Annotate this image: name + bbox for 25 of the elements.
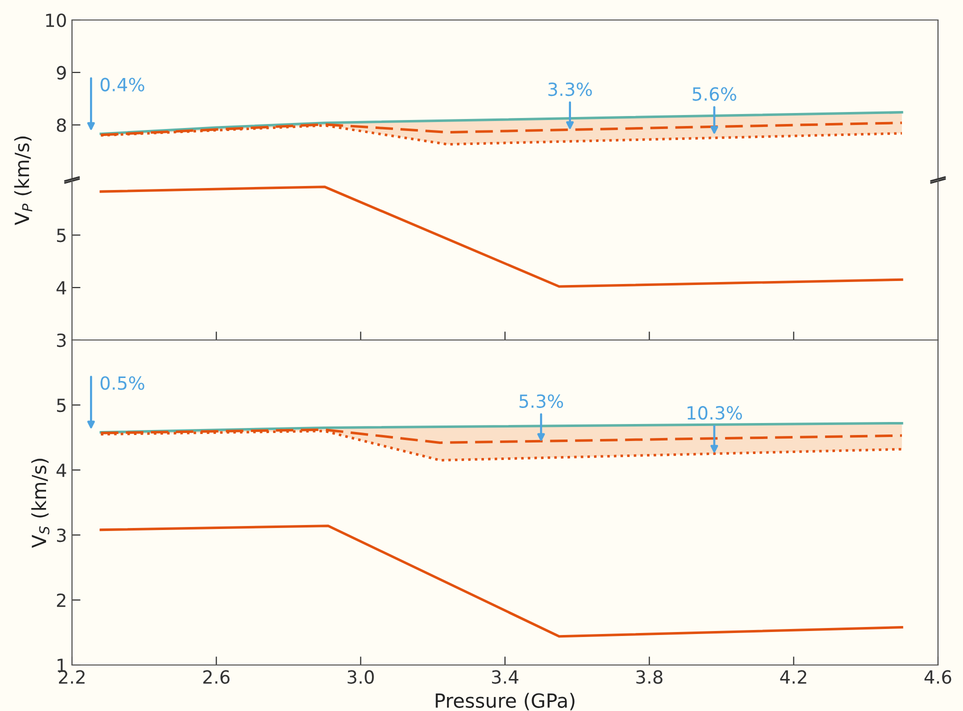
y-tick-label: 4 xyxy=(56,281,66,294)
annotation: 5.3% xyxy=(520,394,564,408)
y-tick-label: 8 xyxy=(56,118,66,132)
x-tick-label: 3.8 xyxy=(636,670,662,684)
annotation: 0.5% xyxy=(100,376,144,390)
y-tick-label: 5 xyxy=(57,228,66,242)
y-axis-title: V$_{S}$ (km/s) xyxy=(31,458,50,548)
y-tick-label: 3 xyxy=(57,528,66,542)
annotation: 10.3% xyxy=(688,406,742,420)
y-tick-label: 5 xyxy=(57,398,66,412)
x-axis-title: Pressure (GPa) xyxy=(436,692,574,710)
y-tick-label: 4 xyxy=(56,464,66,477)
annotation: 5.6% xyxy=(692,87,736,101)
x-tick-label: 4.2 xyxy=(780,670,806,684)
x-tick-label: 4.6 xyxy=(924,670,952,684)
annotation: 0.4% xyxy=(100,78,144,92)
x-tick-label: 3.0 xyxy=(348,670,374,684)
y-tick-label: 2 xyxy=(56,593,66,607)
y-tick-label: 9 xyxy=(56,66,66,80)
y-axis-title: V$_{P}$ (km/s) xyxy=(14,136,32,226)
x-tick-label: 2.6 xyxy=(203,670,230,684)
x-tick-label: 3.4 xyxy=(492,670,518,684)
y-tick-label: 10 xyxy=(46,13,66,28)
y-tick-label: 3 xyxy=(57,333,66,348)
annotation: 3.3% xyxy=(548,82,592,96)
